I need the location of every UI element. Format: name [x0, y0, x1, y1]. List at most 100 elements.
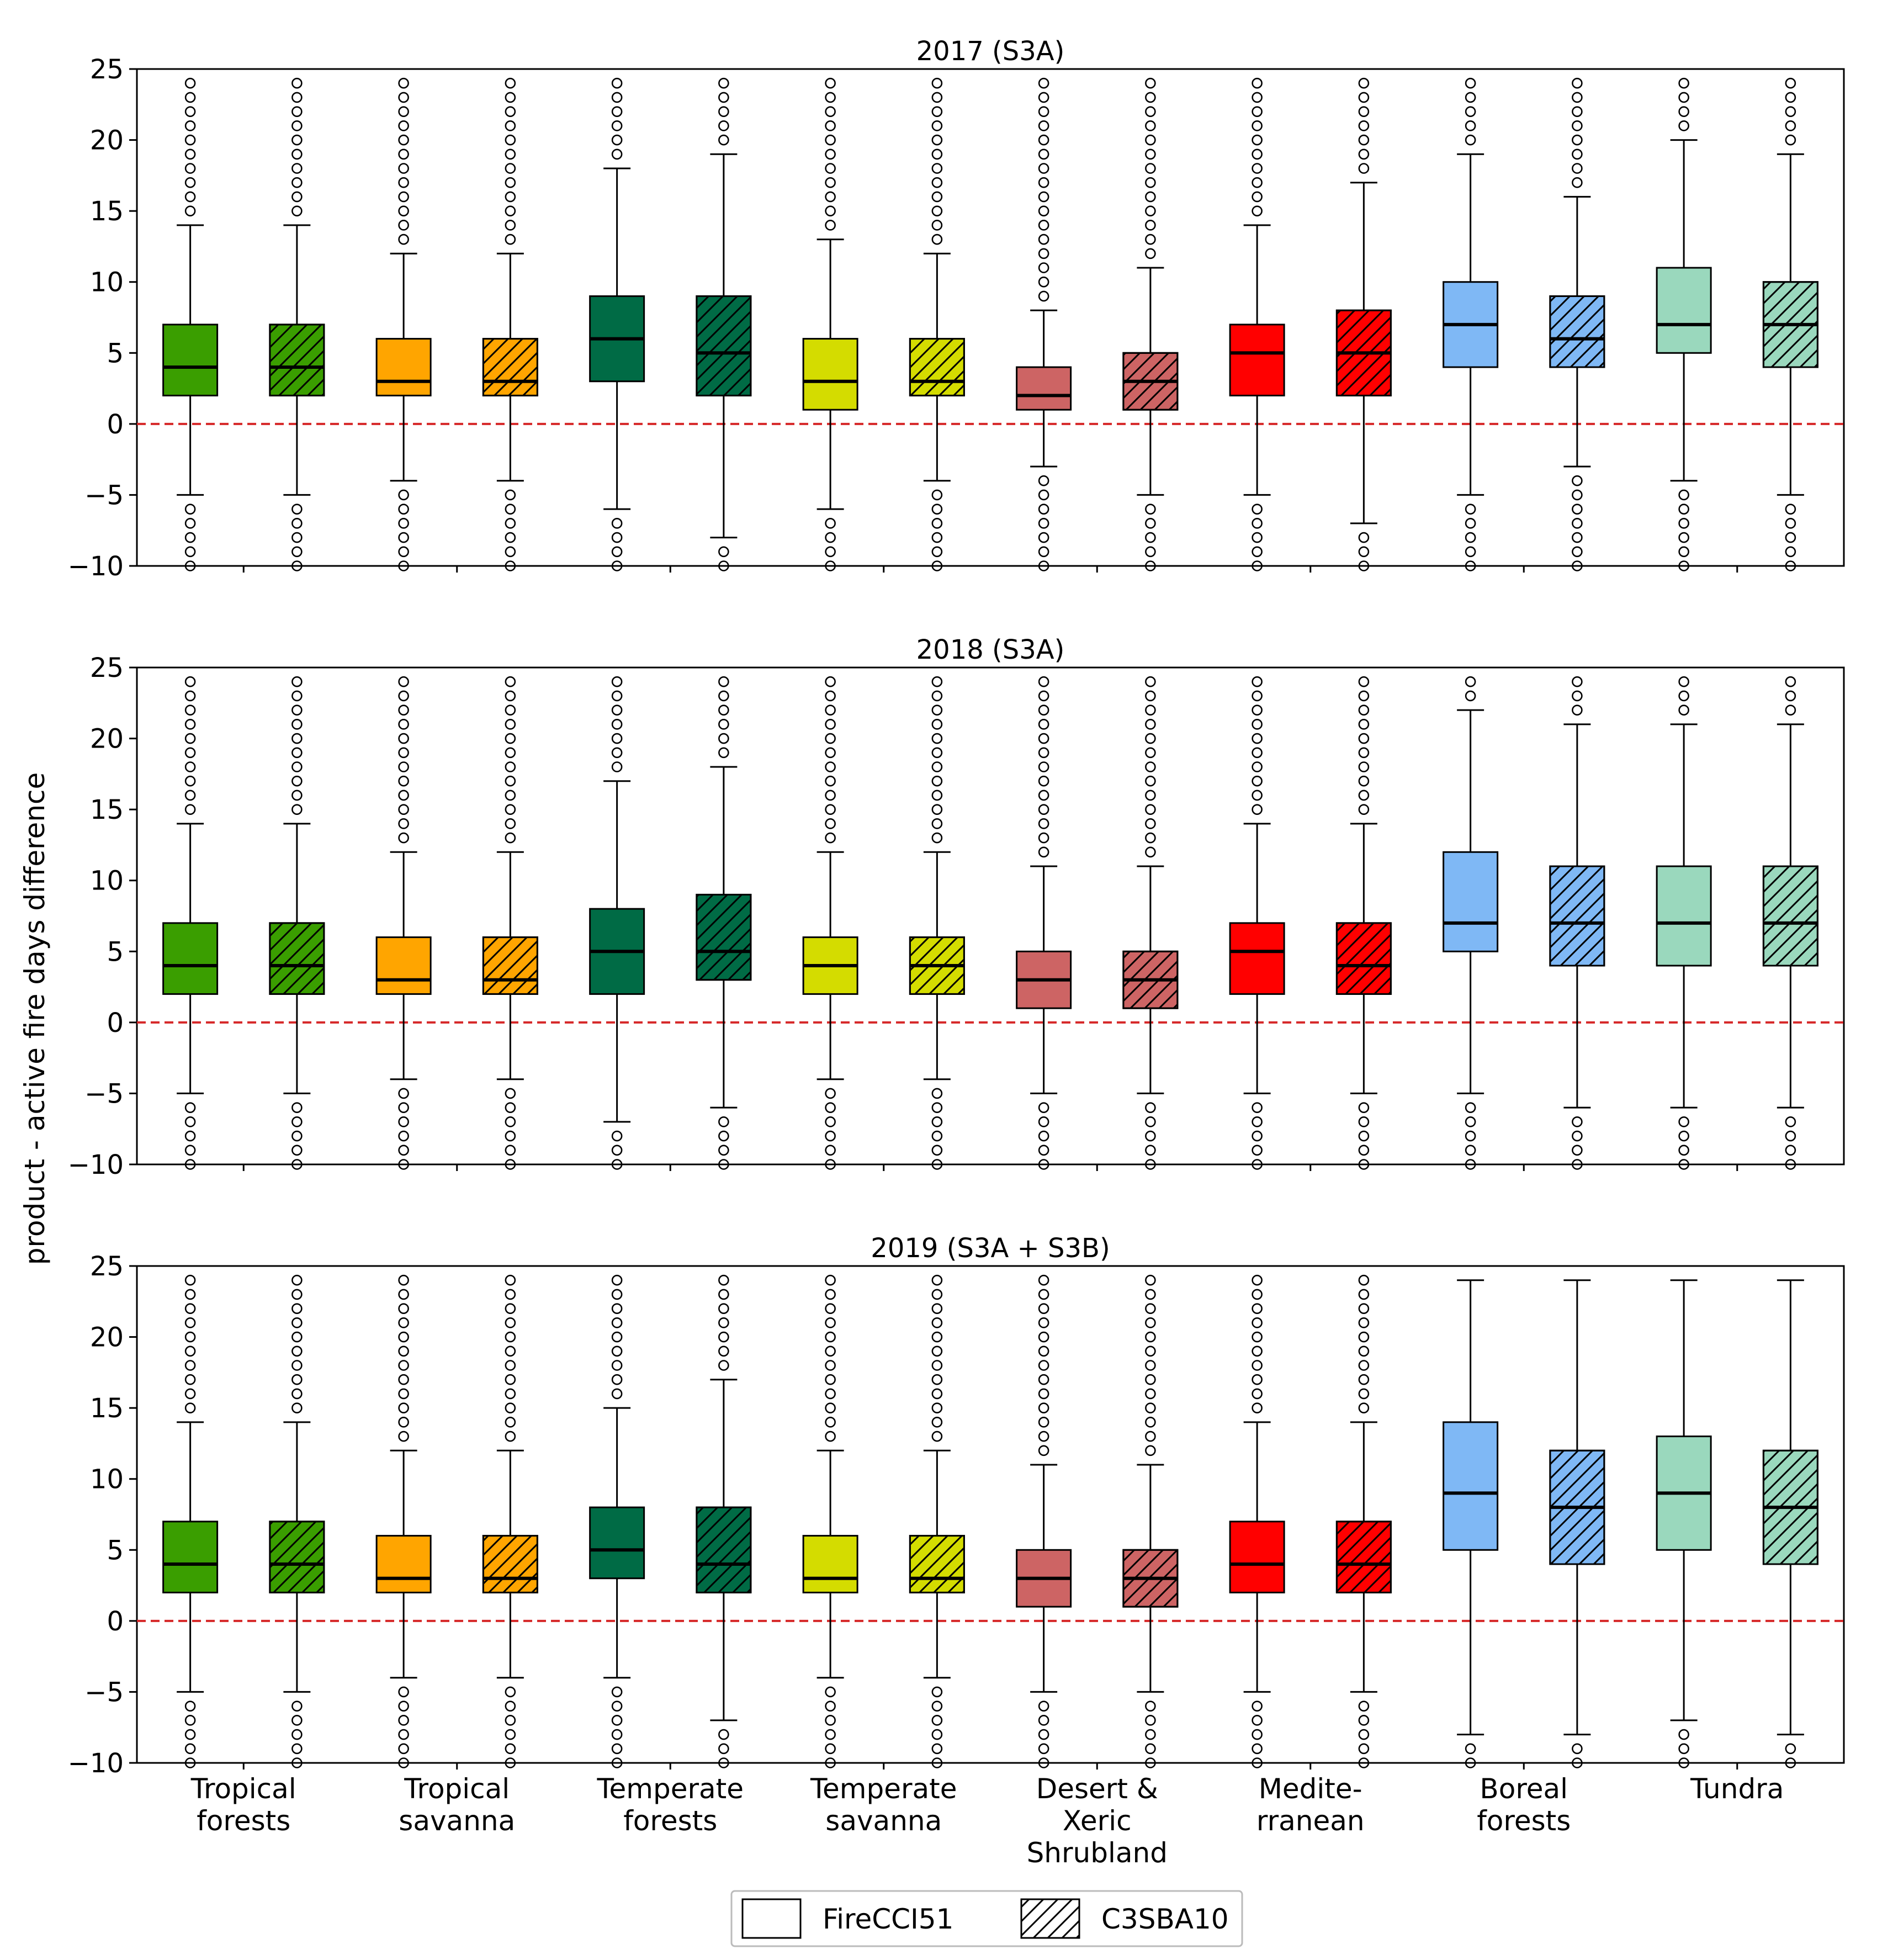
box-body	[1229, 1521, 1285, 1593]
outlier-point	[398, 719, 409, 730]
outlier-point	[1785, 1116, 1796, 1127]
outlier-point	[291, 1274, 303, 1286]
y-tick-label: 0	[107, 1606, 124, 1637]
outlier-point	[398, 1289, 409, 1300]
outlier-point	[184, 560, 196, 571]
outlier-point	[1465, 77, 1476, 89]
outlier-point	[1252, 1303, 1263, 1314]
outlier-point	[1038, 1345, 1049, 1357]
outlier-point	[1572, 676, 1583, 687]
outlier-point	[1572, 163, 1583, 174]
outlier-point	[1678, 1729, 1689, 1740]
outlier-point	[184, 149, 196, 160]
outlier-point	[291, 690, 303, 702]
outlier-point	[1252, 532, 1263, 543]
outlier-point	[1572, 504, 1583, 515]
box-11	[1229, 1274, 1285, 1768]
outlier-point	[611, 1274, 623, 1286]
outlier-point	[931, 1088, 943, 1099]
outlier-point	[1252, 1145, 1263, 1156]
outlier-point	[291, 518, 303, 529]
outlier-point	[1358, 1388, 1370, 1400]
outlier-point	[1252, 163, 1263, 174]
box-6	[696, 676, 752, 1170]
outlier-point	[825, 775, 836, 787]
outlier-point	[825, 1374, 836, 1385]
outlier-point	[398, 761, 409, 772]
outlier-point	[1038, 1757, 1049, 1768]
outlier-point	[1358, 149, 1370, 160]
outlier-point	[291, 191, 303, 203]
outlier-point	[505, 747, 516, 759]
outlier-point	[184, 804, 196, 815]
outlier-point	[398, 775, 409, 787]
outlier-point	[825, 1289, 836, 1300]
outlier-point	[184, 775, 196, 787]
category-label: Medite-rranean	[1256, 1773, 1365, 1837]
box-hatch	[1335, 922, 1392, 995]
outlier-point	[505, 1088, 516, 1099]
outlier-point	[931, 1729, 943, 1740]
outlier-point	[825, 532, 836, 543]
outlier-point	[505, 1402, 516, 1413]
outlier-point	[1252, 120, 1263, 131]
outlier-point	[398, 1088, 409, 1099]
outlier-point	[1145, 1388, 1156, 1400]
outlier-point	[1678, 1145, 1689, 1156]
outlier-point	[611, 1701, 623, 1712]
outlier-point	[291, 1757, 303, 1768]
box-body	[802, 338, 858, 411]
box-1	[162, 77, 219, 571]
box-9	[1016, 1274, 1072, 1768]
outlier-point	[931, 1757, 943, 1768]
outlier-point	[1678, 1743, 1689, 1755]
outlier-point	[718, 690, 729, 702]
outlier-point	[1572, 1757, 1583, 1768]
outlier-point	[505, 120, 516, 131]
outlier-point	[825, 1431, 836, 1442]
y-tick-label: −10	[68, 551, 124, 582]
outlier-point	[1572, 177, 1583, 188]
outlier-point	[611, 719, 623, 730]
outlier-point	[1038, 747, 1049, 759]
box-hatch	[1762, 865, 1818, 967]
outlier-point	[1252, 1388, 1263, 1400]
outlier-point	[825, 1686, 836, 1698]
outlier-point	[1038, 134, 1049, 146]
outlier-point	[611, 560, 623, 571]
outlier-point	[1358, 546, 1370, 558]
outlier-point	[1572, 77, 1583, 89]
category-label-line: Desert &	[1036, 1773, 1158, 1805]
outlier-point	[611, 690, 623, 702]
outlier-point	[1572, 149, 1583, 160]
outlier-point	[611, 1145, 623, 1156]
outlier-point	[718, 1303, 729, 1314]
outlier-point	[1572, 1116, 1583, 1127]
outlier-point	[505, 804, 516, 815]
outlier-point	[184, 676, 196, 687]
outlier-point	[1572, 704, 1583, 716]
outlier-point	[611, 1289, 623, 1300]
box-body	[1229, 324, 1285, 396]
outlier-point	[1465, 92, 1476, 103]
box-body	[1656, 267, 1712, 354]
outlier-point	[505, 1729, 516, 1740]
outlier-point	[1145, 134, 1156, 146]
outlier-point	[1678, 77, 1689, 89]
outlier-point	[718, 1274, 729, 1286]
outlier-point	[398, 1102, 409, 1113]
outlier-point	[1038, 1417, 1049, 1428]
box-hatch	[269, 1521, 325, 1593]
box-14	[1549, 1279, 1605, 1768]
outlier-point	[1145, 1116, 1156, 1127]
outlier-point	[1038, 1431, 1049, 1442]
outlier-point	[1145, 106, 1156, 117]
outlier-point	[931, 1686, 943, 1698]
box-2	[269, 1274, 325, 1768]
outlier-point	[398, 191, 409, 203]
outlier-point	[291, 546, 303, 558]
outlier-point	[1358, 790, 1370, 801]
outlier-point	[505, 234, 516, 245]
panel-title: 2017 (S3A)	[916, 36, 1065, 67]
